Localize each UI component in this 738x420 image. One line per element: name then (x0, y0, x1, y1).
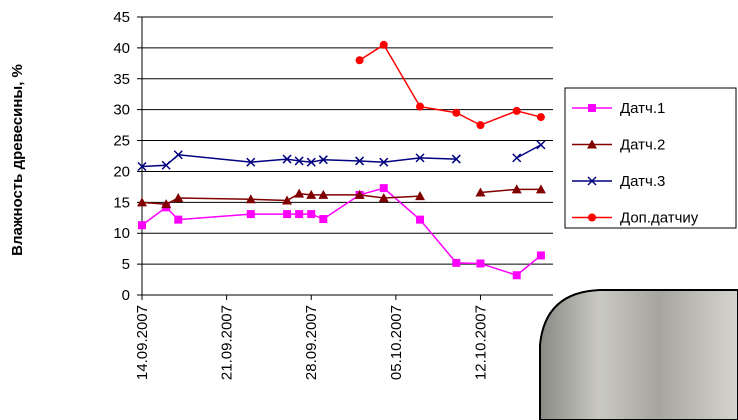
marker (380, 41, 388, 49)
marker (247, 210, 255, 218)
marker (138, 221, 146, 229)
marker (356, 56, 364, 64)
y-axis-label: Влажность древесины, % (9, 64, 26, 256)
marker (294, 189, 304, 198)
y-tick-label: 20 (113, 163, 130, 180)
marker (295, 210, 303, 218)
legend-label: Датч.1 (620, 100, 665, 117)
marker (452, 259, 460, 267)
x-tick-label: 21.09.2007 (219, 305, 236, 380)
marker (283, 210, 291, 218)
marker (319, 215, 327, 223)
marker (513, 154, 521, 162)
y-tick-label: 10 (113, 225, 130, 242)
legend-label: Датч.3 (620, 173, 665, 190)
x-tick-label: 28.09.2007 (303, 305, 320, 380)
marker (174, 216, 182, 224)
y-tick-label: 35 (113, 71, 130, 88)
marker (476, 121, 484, 129)
marker (537, 113, 545, 121)
y-tick-label: 15 (113, 194, 130, 211)
marker (588, 214, 596, 222)
y-tick-label: 40 (113, 40, 130, 57)
marker (537, 251, 545, 259)
marker (476, 259, 484, 267)
legend-label: Доп.датчиу (620, 210, 699, 227)
y-tick-label: 30 (113, 102, 130, 119)
marker (416, 103, 424, 111)
marker (537, 141, 545, 149)
chart: Влажность древесины, % 0 5 10 15 20 25 30 35 40 4… (0, 0, 738, 420)
marker (307, 210, 315, 218)
x-tick-label: 14.09.2007 (134, 305, 151, 380)
legend-label: Датч.2 (620, 137, 665, 154)
marker (513, 107, 521, 115)
y-tick-label: 45 (113, 9, 130, 26)
marker (416, 216, 424, 224)
series-line (142, 145, 541, 167)
marker (380, 184, 388, 192)
photo (540, 290, 738, 420)
x-tick-label: 12.10.2007 (472, 305, 489, 380)
marker (513, 271, 521, 279)
y-tick-label: 0 (122, 287, 130, 304)
marker (452, 109, 460, 117)
marker (588, 104, 596, 112)
y-tick-label: 5 (122, 256, 130, 273)
y-tick-label: 25 (113, 133, 130, 150)
x-tick-label: 05.10.2007 (388, 305, 405, 380)
